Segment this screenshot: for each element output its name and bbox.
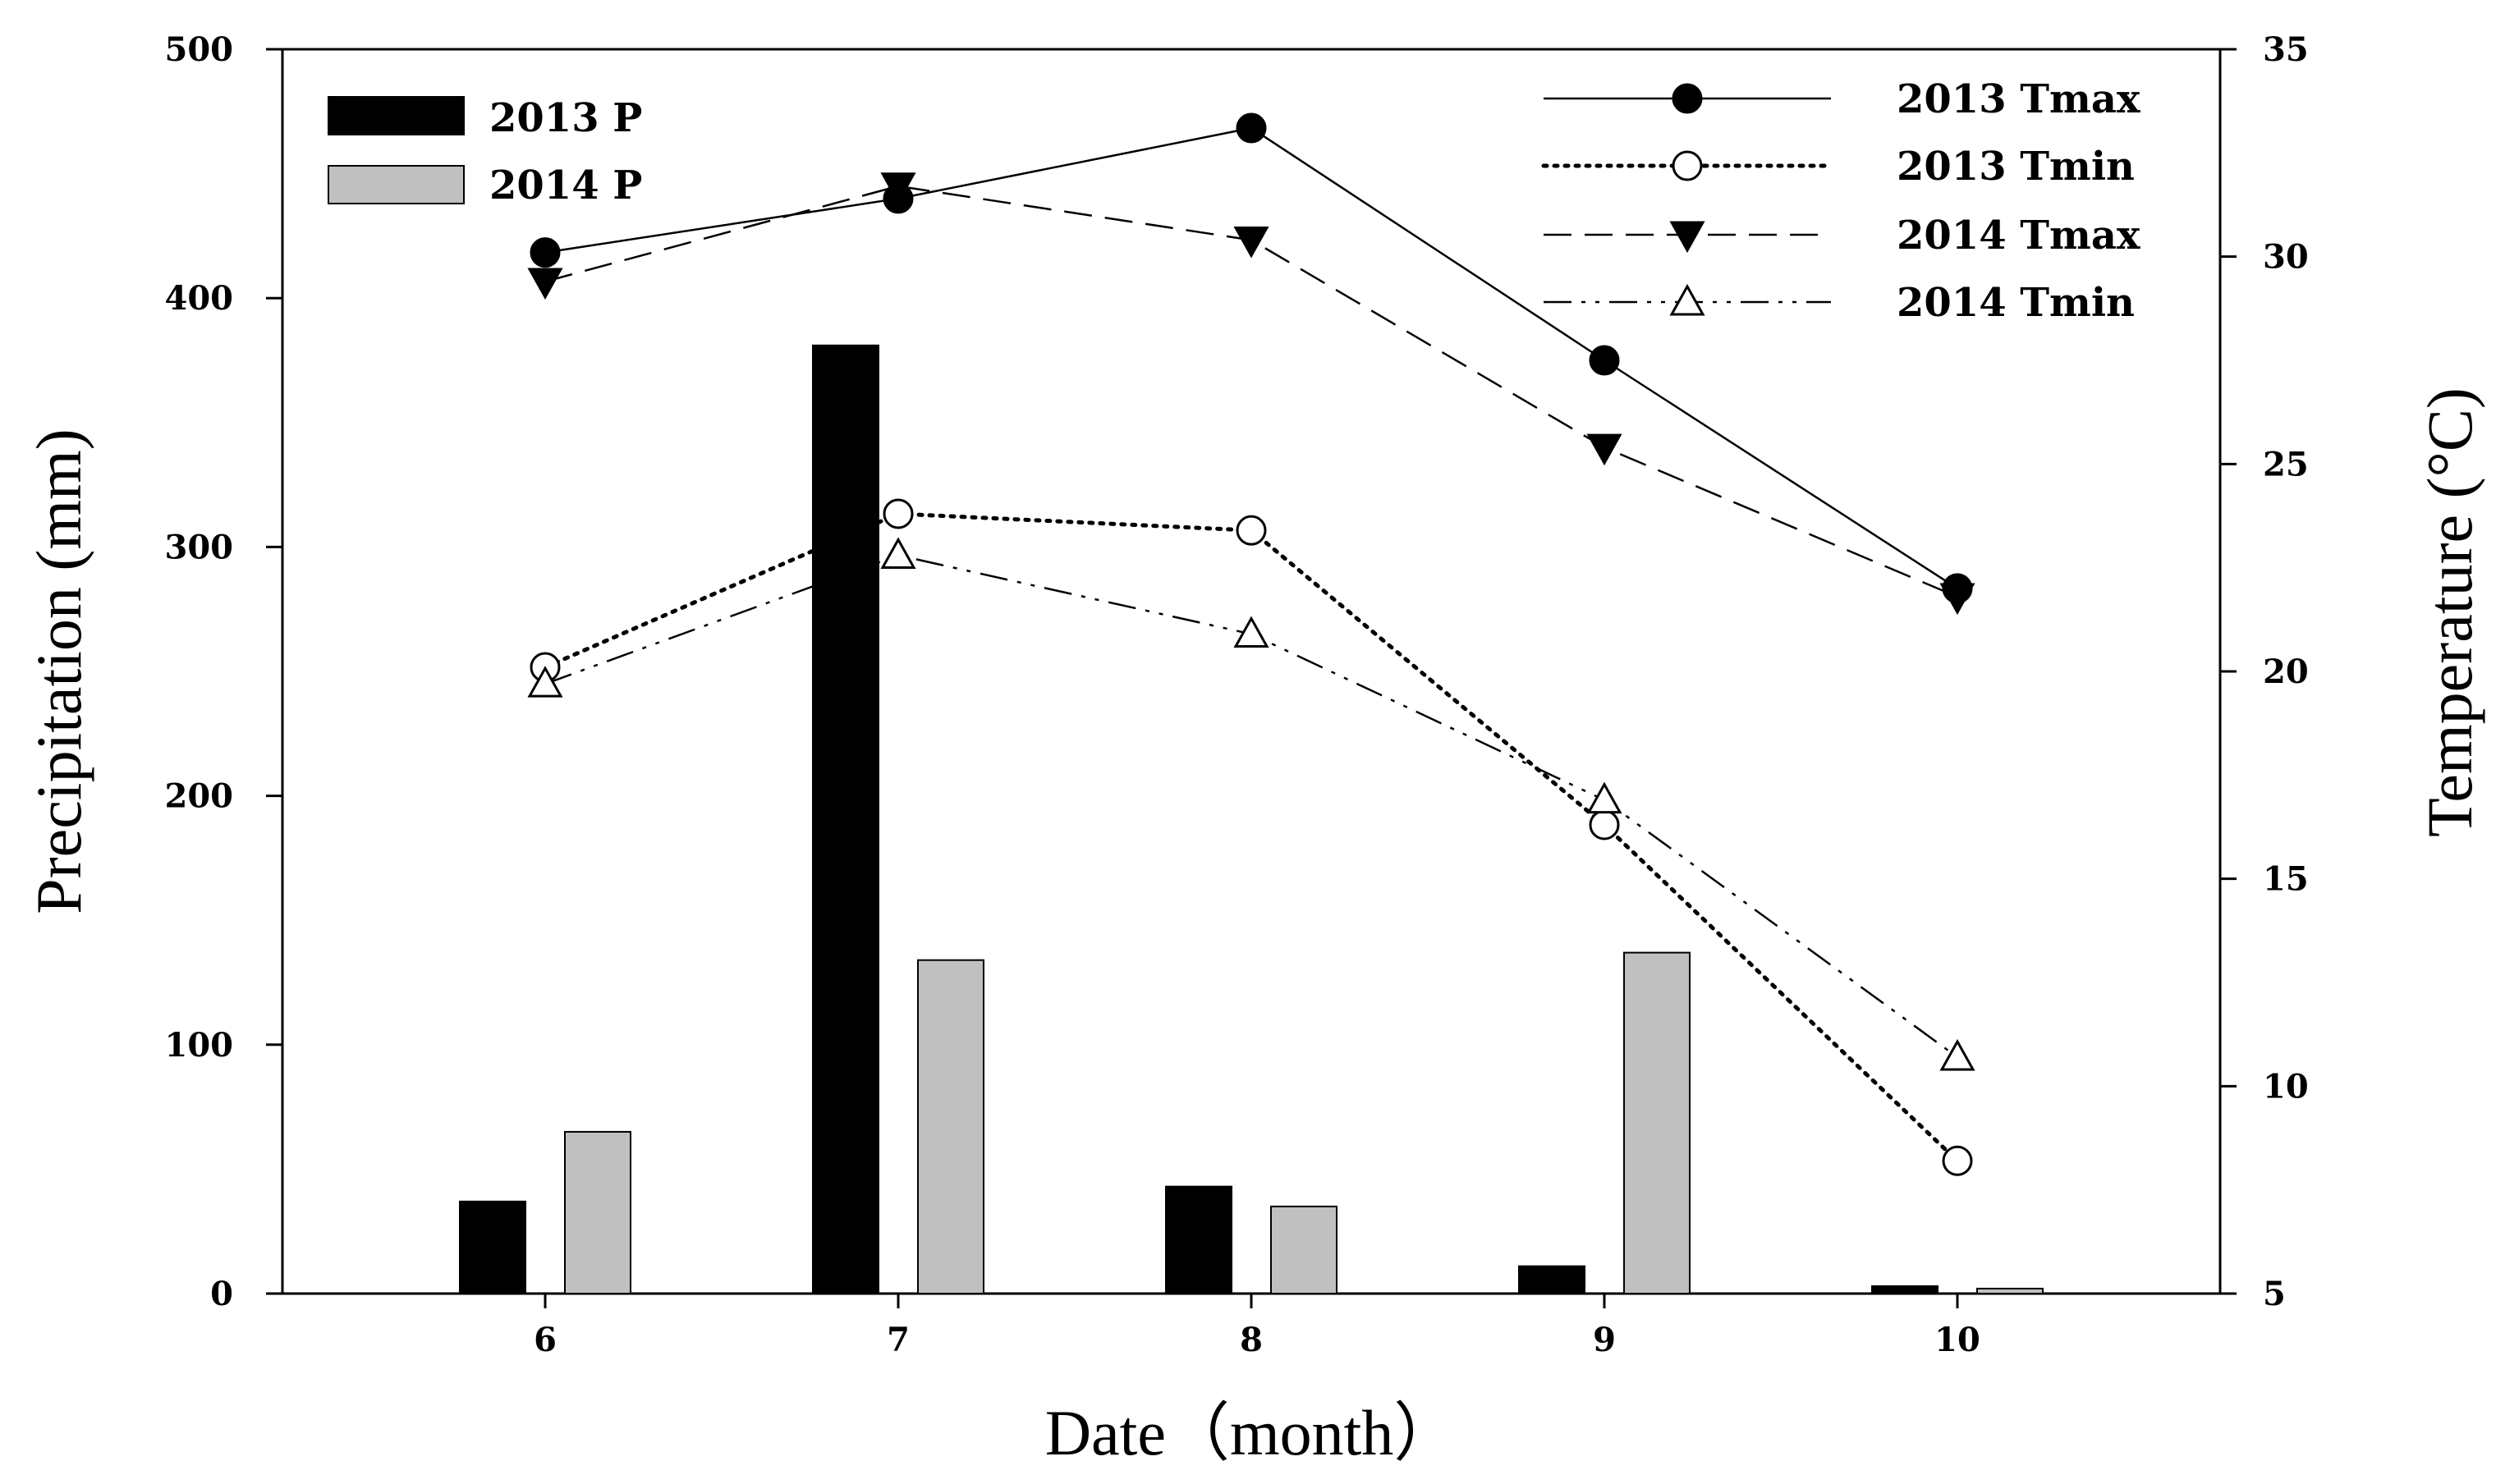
point-2014-tmax-9 (1586, 433, 1622, 466)
legend-swatch-2014-p (328, 165, 465, 204)
bar-2013-p-9 (1518, 1265, 1585, 1294)
x-tick-label: 7 (887, 1321, 910, 1359)
y-axis-right-title: Temperature (°C) (2414, 387, 2485, 837)
legend-swatch-2013-p (328, 96, 465, 135)
bar-2014-p-8 (1270, 1205, 1337, 1295)
line-2013-tmin (543, 511, 1960, 1163)
x-tick-label: 9 (1593, 1321, 1616, 1359)
bar-2014-p-6 (564, 1130, 631, 1295)
point-2014-tmin-7 (880, 537, 916, 570)
y-axis-left: 0 100 200 300 400 500 (165, 30, 282, 1313)
legend-marker-2014-tmin (1669, 283, 1705, 316)
point-2014-tmin-8 (1233, 616, 1269, 648)
y-right-tick-label: 20 (2263, 653, 2309, 691)
legend-marker-2013-tmax (1672, 83, 1703, 114)
point-2013-tmin-7 (883, 498, 914, 529)
legend-label-2014-p: 2014 P (489, 163, 642, 208)
y-axis-right: 5 10 15 20 25 30 35 (2220, 30, 2309, 1313)
point-2014-tmax-8 (1233, 226, 1269, 259)
point-2014-tmin-6 (527, 666, 563, 698)
bar-2014-p-10 (1976, 1287, 2044, 1295)
point-2013-tmax-8 (1236, 112, 1267, 144)
x-axis-title: Date（month） (1045, 1397, 1458, 1468)
y-left-tick-label: 200 (165, 777, 234, 816)
legend-bars: 2013 P 2014 P (328, 95, 642, 208)
bar-2013-p-7 (812, 344, 879, 1295)
y-right-tick-label: 10 (2263, 1067, 2309, 1106)
legend-label-2013-tmin: 2013 Tmin (1897, 144, 2135, 190)
x-axis: 6 7 8 9 10 (534, 1294, 1980, 1359)
legend-label-2013-tmax: 2013 Tmax (1897, 76, 2140, 122)
point-2013-tmin-9 (1589, 809, 1620, 840)
x-tick-label: 10 (1934, 1321, 1980, 1359)
point-2014-tmax-7 (880, 172, 916, 204)
legend-marker-2013-tmin (1672, 150, 1703, 181)
legend-lines: 2013 Tmax 2013 Tmin 2014 Tmax 2014 Tmin (1541, 76, 2140, 326)
line-layer (527, 112, 1975, 1176)
point-2014-tmin-9 (1586, 781, 1622, 814)
y-left-tick-label: 500 (165, 30, 234, 69)
bar-2013-p-6 (459, 1200, 526, 1295)
point-2013-tmin-8 (1236, 515, 1267, 546)
legend-marker-2014-tmax (1669, 221, 1705, 254)
y-right-tick-label: 15 (2263, 860, 2309, 899)
x-tick-label: 6 (534, 1321, 557, 1359)
bar-2014-p-7 (917, 959, 984, 1295)
y-right-tick-label: 35 (2263, 30, 2309, 69)
point-2013-tmin-10 (1942, 1145, 1973, 1176)
y-left-tick-label: 300 (165, 528, 234, 566)
legend-label-2013-p: 2013 P (489, 95, 642, 141)
point-2013-tmax-9 (1589, 345, 1620, 376)
bar-2013-p-10 (1871, 1285, 1939, 1295)
bar-2013-p-8 (1165, 1185, 1232, 1295)
legend-label-2014-tmax: 2014 Tmax (1897, 213, 2140, 259)
y-axis-left-title: Precipitation (mm) (23, 428, 94, 914)
point-2013-tmax-6 (530, 237, 561, 268)
y-left-tick-label: 100 (165, 1026, 234, 1065)
bar-2014-p-9 (1623, 951, 1691, 1294)
bar-layer (459, 344, 2044, 1295)
point-2014-tmin-10 (1939, 1038, 1975, 1071)
y-left-tick-label: 0 (210, 1275, 233, 1313)
y-right-tick-label: 30 (2263, 238, 2309, 277)
y-right-tick-label: 5 (2263, 1275, 2286, 1313)
legend-label-2014-tmin: 2014 Tmin (1897, 280, 2135, 326)
y-right-tick-label: 25 (2263, 445, 2309, 483)
point-2014-tmax-10 (1939, 583, 1975, 616)
x-tick-label: 8 (1240, 1321, 1263, 1359)
point-2014-tmax-6 (527, 268, 563, 300)
y-left-tick-label: 400 (165, 279, 234, 318)
